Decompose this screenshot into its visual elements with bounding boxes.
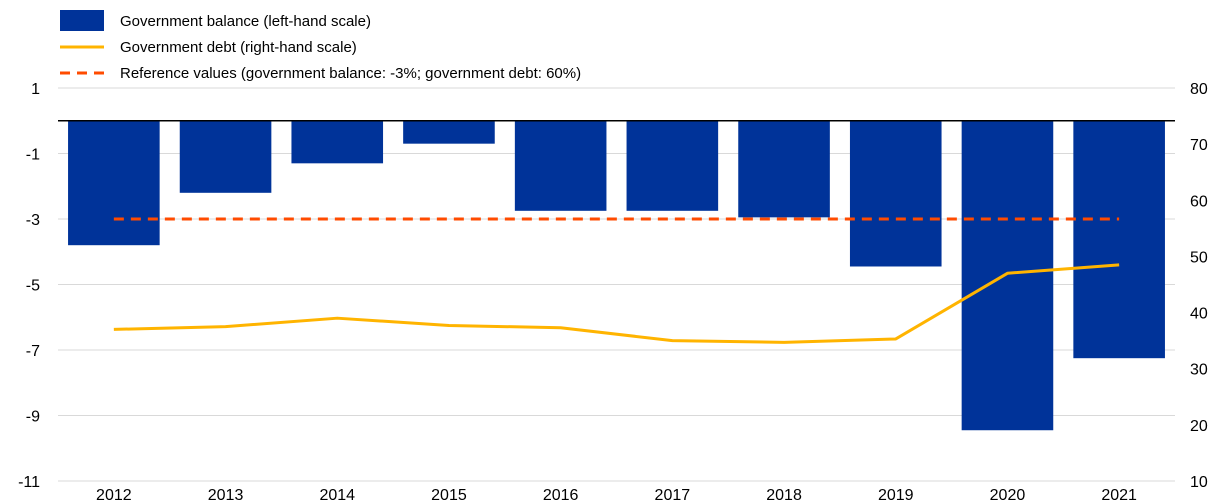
left-tick-label: -5	[26, 278, 40, 295]
balance-bar	[626, 120, 719, 211]
balance-bar	[738, 120, 830, 218]
series-lines	[113, 217, 1120, 344]
x-tick-label: 2015	[431, 487, 467, 504]
left-tick-label: -11	[18, 474, 40, 491]
balance-bar	[291, 120, 384, 164]
x-tick-label: 2019	[878, 487, 914, 504]
x-tick-label: 2012	[96, 487, 132, 504]
left-tick-label: -9	[26, 409, 40, 426]
right-tick-label: 30	[1190, 362, 1208, 379]
right-tick-label: 10	[1190, 474, 1208, 491]
balance-bar	[179, 120, 272, 193]
x-tick-label: 2021	[1101, 487, 1137, 504]
legend-label-balance: Government balance (left-hand scale)	[120, 13, 371, 30]
right-tick-label: 40	[1190, 306, 1208, 323]
legend-label-debt: Government debt (right-hand scale)	[120, 39, 357, 56]
x-tick-label: 2016	[543, 487, 579, 504]
right-tick-label: 20	[1190, 418, 1208, 435]
right-axis: 80 70 60 50 40 30 20 10	[1190, 81, 1208, 491]
right-tick-label: 60	[1190, 193, 1208, 210]
x-tick-label: 2017	[655, 487, 691, 504]
left-tick-label: -1	[26, 147, 40, 164]
debt-line	[113, 263, 1120, 344]
balance-bar	[68, 120, 160, 246]
left-tick-label: -3	[26, 212, 40, 229]
left-tick-label: -7	[26, 343, 40, 360]
x-tick-label: 2014	[319, 487, 355, 504]
balance-bar	[849, 120, 942, 267]
right-tick-label: 80	[1190, 81, 1208, 98]
x-tick-label: 2013	[208, 487, 244, 504]
balance-bar	[961, 120, 1054, 431]
right-tick-label: 50	[1190, 249, 1208, 266]
x-tick-label: 2018	[766, 487, 802, 504]
legend-swatch-balance	[60, 10, 104, 31]
legend-label-reference: Reference values (government balance: -3…	[120, 65, 581, 82]
balance-bar	[1073, 120, 1165, 359]
balance-bar	[403, 120, 495, 144]
balance-bars	[68, 120, 1165, 431]
x-axis: 2012 2013 2014 2015 2016 2017 2018 2019 2020 2021	[96, 487, 1137, 504]
legend: Government balance (left-hand scale) Gov…	[60, 10, 581, 82]
right-tick-label: 70	[1190, 137, 1208, 154]
left-tick-label: 1	[31, 81, 40, 98]
left-axis: 1 -1 -3 -5 -7 -9 -11	[18, 81, 40, 491]
x-tick-label: 2020	[990, 487, 1026, 504]
balance-bar	[514, 120, 607, 211]
